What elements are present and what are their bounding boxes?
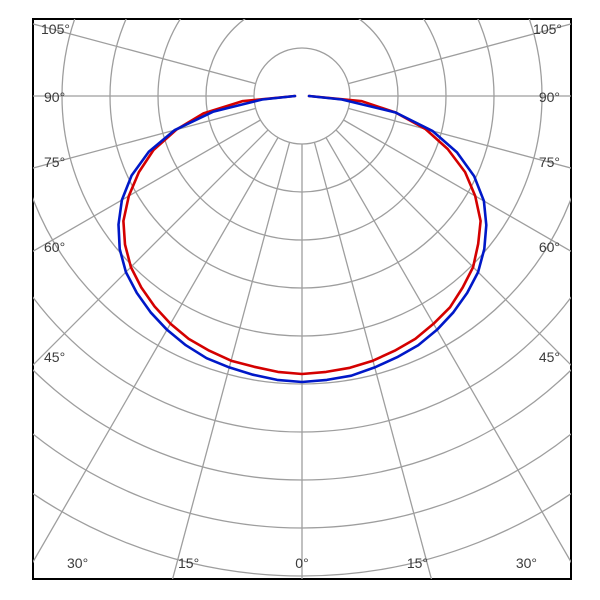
angle-label: 105° bbox=[533, 21, 562, 37]
angle-label: 90° bbox=[539, 89, 560, 105]
angle-label: 60° bbox=[44, 239, 65, 255]
angle-label: 45° bbox=[539, 349, 560, 365]
angle-label: 15° bbox=[407, 555, 428, 571]
angle-label: 75° bbox=[539, 154, 560, 170]
polar-chart-svg: 105° 90° 75° 60° 45° 30° 15° 105° 90° 75° 60° 45° 30… bbox=[0, 0, 600, 600]
angle-label: 75° bbox=[44, 154, 65, 170]
angle-label: 30° bbox=[516, 555, 537, 571]
angle-label: 0° bbox=[295, 555, 308, 571]
angle-label: 90° bbox=[44, 89, 65, 105]
angle-label: 15° bbox=[178, 555, 199, 571]
polar-chart: 105° 90° 75° 60° 45° 30° 15° 105° 90° 75° 60° 45° 30… bbox=[0, 0, 600, 600]
angle-label: 30° bbox=[67, 555, 88, 571]
angle-label: 45° bbox=[44, 349, 65, 365]
angle-label: 105° bbox=[41, 21, 70, 37]
angle-label: 60° bbox=[539, 239, 560, 255]
